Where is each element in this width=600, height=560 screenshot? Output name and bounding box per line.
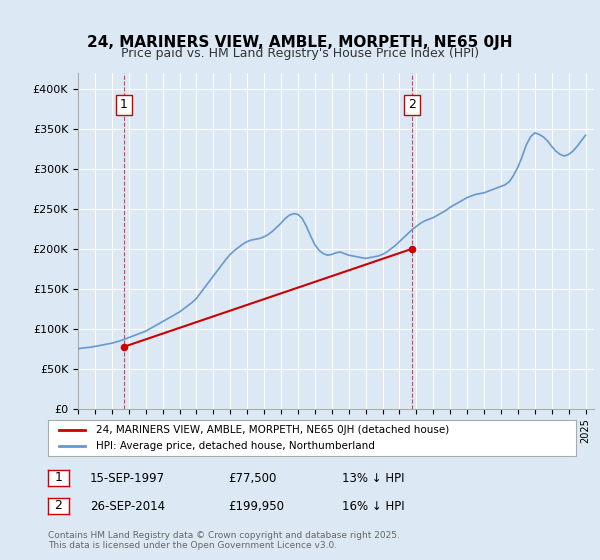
- Text: 2: 2: [408, 99, 416, 111]
- Text: HPI: Average price, detached house, Northumberland: HPI: Average price, detached house, Nort…: [95, 441, 374, 451]
- Text: 24, MARINERS VIEW, AMBLE, MORPETH, NE65 0JH: 24, MARINERS VIEW, AMBLE, MORPETH, NE65 …: [87, 35, 513, 49]
- Text: 2: 2: [55, 499, 62, 512]
- Point: [119, 342, 128, 351]
- Point: [407, 244, 417, 253]
- Text: £77,500: £77,500: [228, 472, 277, 486]
- Text: 16% ↓ HPI: 16% ↓ HPI: [342, 500, 404, 514]
- Text: 13% ↓ HPI: 13% ↓ HPI: [342, 472, 404, 486]
- Text: £199,950: £199,950: [228, 500, 284, 514]
- Text: Contains HM Land Registry data © Crown copyright and database right 2025.
This d: Contains HM Land Registry data © Crown c…: [48, 530, 400, 550]
- Text: 15-SEP-1997: 15-SEP-1997: [90, 472, 165, 486]
- Text: 1: 1: [120, 99, 128, 111]
- Text: 1: 1: [55, 471, 62, 484]
- Text: Price paid vs. HM Land Registry's House Price Index (HPI): Price paid vs. HM Land Registry's House …: [121, 46, 479, 60]
- Text: 24, MARINERS VIEW, AMBLE, MORPETH, NE65 0JH (detached house): 24, MARINERS VIEW, AMBLE, MORPETH, NE65 …: [95, 425, 449, 435]
- Text: 26-SEP-2014: 26-SEP-2014: [90, 500, 165, 514]
